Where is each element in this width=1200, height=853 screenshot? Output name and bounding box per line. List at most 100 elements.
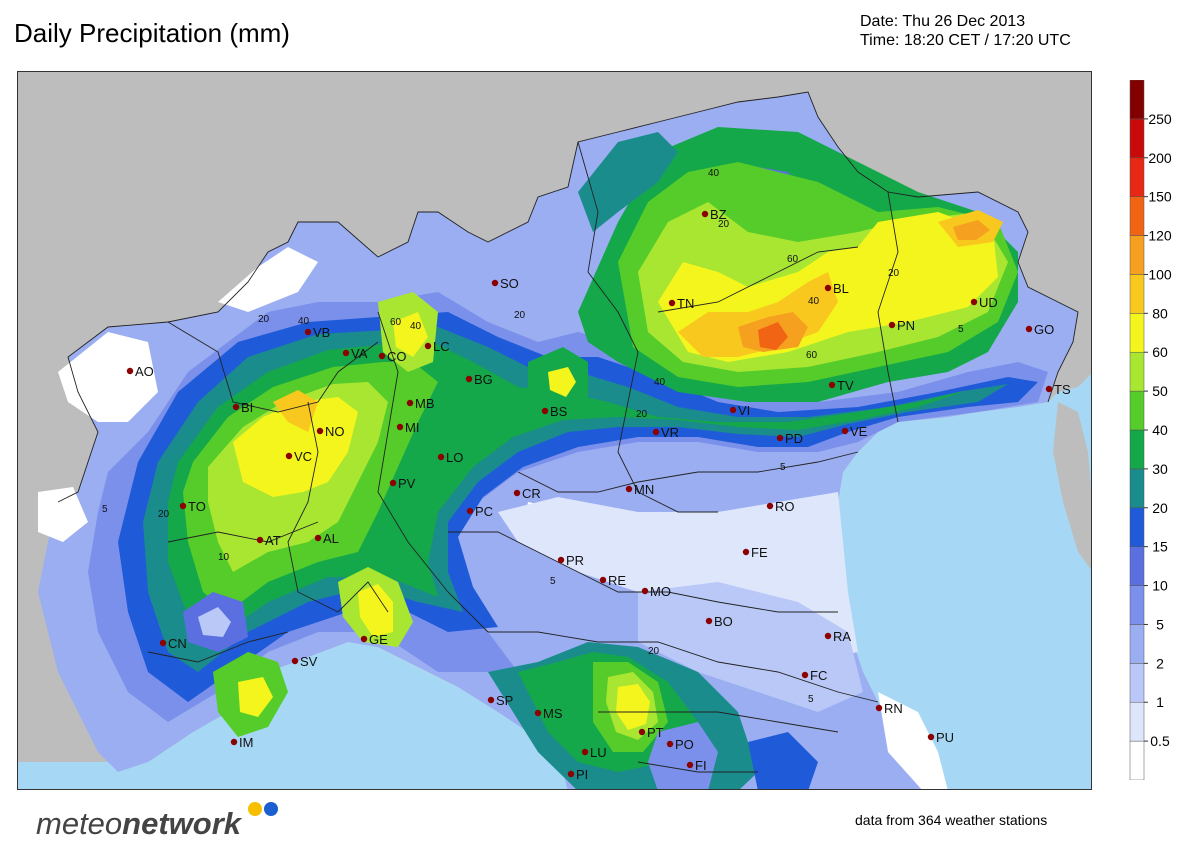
legend-label: 100 [1148,266,1172,282]
contour-label: 5 [102,504,108,515]
max-zone-toscana [616,684,650,730]
station-dot-at [256,536,264,544]
legend-swatch [1129,351,1145,392]
station-dot-cn [159,639,167,647]
station-dot-fi [686,761,694,769]
station-label-tn: TN [677,296,694,311]
legend-swatch [1129,701,1145,742]
station-label-bs: BS [550,404,568,419]
station-dot-lc [424,342,432,350]
station-dot-pv [389,479,397,487]
legend-swatch [1129,468,1145,509]
legend-label: 250 [1148,111,1172,127]
legend-swatch [1129,157,1145,197]
station-label-so: SO [500,276,519,291]
legend-label: 40 [1152,422,1168,438]
station-dot-ao [126,367,134,375]
station-dot-sv [291,657,299,665]
contour-label: 5 [780,462,786,473]
station-label-vb: VB [313,325,330,340]
legend-swatch [1129,196,1145,236]
contour-label: 60 [390,317,402,328]
station-dot-bl [824,284,832,292]
station-dot-ge [360,635,368,643]
station-label-pd: PD [785,431,803,446]
station-markers: AO VB VA CO LC SO BZ BL UD PN GO TS TN BI NO MB MI BG BS VR… [126,207,1071,782]
contour-label: 20 [258,314,270,325]
station-label-ve: VE [850,424,868,439]
legend-swatch [1129,663,1145,703]
station-dot-go [1025,325,1033,333]
station-label-cn: CN [168,636,187,651]
station-label-bz: BZ [710,207,727,222]
station-label-to: TO [188,499,206,514]
station-label-lc: LC [433,339,450,354]
station-dot-ms [534,709,542,717]
station-label-vc: VC [294,449,312,464]
station-label-cr: CR [522,486,541,501]
contour-label: 40 [410,321,422,332]
legend-swatch [1129,313,1145,353]
station-label-bi: BI [241,400,253,415]
time-line: Time: 18:20 CET / 17:20 UTC [860,32,1071,49]
station-dot-lo [437,453,445,461]
logo-graphic: meteonetwork [36,802,278,841]
station-dot-bz [701,210,709,218]
station-label-pr: PR [566,553,584,568]
station-label-sv: SV [300,654,318,669]
station-dot-mi [396,423,404,431]
station-label-co: CO [387,349,407,364]
legend-swatch [1129,274,1145,314]
meteonetwork-logo: meteonetwork [36,800,296,853]
legend-label: 150 [1148,189,1172,205]
legend-swatch [1129,79,1145,120]
station-dot-bo [705,617,713,625]
stations-note: data from 364 weather stations [855,812,1048,828]
station-dot-pc [466,507,474,515]
station-dot-pt [638,728,646,736]
legend-label: 120 [1148,228,1172,244]
legend-label: 0.5 [1150,733,1170,749]
logo-text-meteo: meteo [36,806,122,841]
region-borders [57,91,1079,773]
station-label-ms: MS [543,706,563,721]
max-zone-belluno [758,322,788,350]
date-line: Date: Thu 26 Dec 2013 [860,13,1026,30]
station-dot-pd [776,434,784,442]
station-dot-fc [801,671,809,679]
station-label-pi: PI [576,767,588,782]
contour-label: 60 [787,254,799,265]
station-label-bg: BG [474,372,493,387]
legend-label: 60 [1152,344,1168,360]
station-label-mi: MI [405,420,419,435]
contour-label: 20 [158,509,170,520]
station-label-fe: FE [751,545,768,560]
legend-label: 15 [1152,539,1168,555]
legend-swatch [1129,235,1145,275]
station-label-ro: RO [775,499,795,514]
station-dot-po [666,740,674,748]
station-dot-va [342,349,350,357]
station-label-tv: TV [837,378,854,393]
station-label-lu: LU [590,745,607,760]
station-label-pt: PT [647,725,664,740]
station-dot-vr [652,428,660,436]
legend-swatch [1129,740,1145,781]
ligurian-sea [18,642,568,789]
contour-label: 20 [514,310,526,321]
station-label-ge: GE [369,632,388,647]
contour-label: 40 [654,377,666,388]
legend-swatch [1129,624,1145,664]
station-label-po: PO [675,737,694,752]
station-dot-al [314,534,322,542]
legend-swatch [1129,390,1145,431]
legend-label: 1 [1156,694,1164,710]
precipitation-map: 40 20 60 40 20 5 20 40 60 40 20 5 20 5 20 10 5 60 40 20 5 AO… [17,71,1092,790]
station-label-va: VA [351,346,368,361]
legend-bar: 0.5 1 2 5 10 15 20 30 40 50 60 80 100 120 150 200 250 [1129,79,1172,781]
station-dot-pu [927,733,935,741]
station-dot-to [179,502,187,510]
contour-labels: 40 20 60 40 20 5 20 40 60 40 20 5 20 5 20 10 5 60 40 20 5 [102,168,964,705]
contour-label: 20 [648,646,660,657]
station-dot-vi [729,406,737,414]
